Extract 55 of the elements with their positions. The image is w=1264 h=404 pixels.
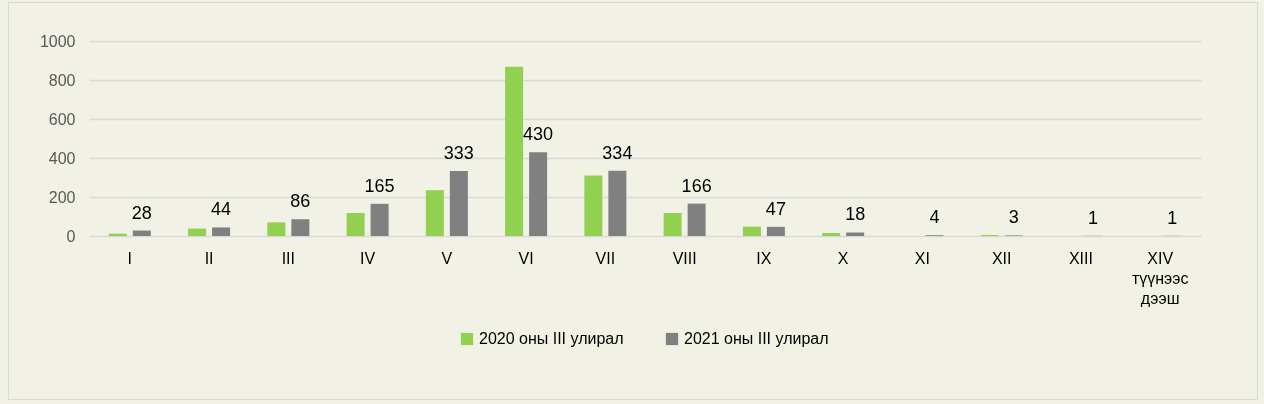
bar	[766, 226, 785, 236]
data-label: 1	[1167, 207, 1178, 228]
bar	[742, 226, 761, 236]
legend-label: 2020 оны III улирал	[479, 330, 624, 347]
bar	[505, 66, 524, 236]
x-tick-label: XIII	[1068, 249, 1093, 267]
x-tick-label: VII	[595, 249, 616, 267]
data-label: 86	[290, 191, 311, 212]
x-tick-label: XIV түүнээс дээш	[1131, 249, 1189, 307]
data-label: 430	[523, 124, 554, 145]
data-label: 44	[211, 199, 232, 220]
bar	[346, 212, 365, 236]
bar	[449, 171, 468, 236]
bar	[687, 203, 706, 236]
data-label: 334	[602, 142, 633, 163]
bar	[822, 233, 841, 236]
x-tick-label: IV	[360, 249, 376, 267]
y-tick-label: 800	[48, 71, 76, 89]
x-tick-label: III	[281, 249, 296, 267]
y-tick-label: 400	[48, 149, 76, 167]
x-tick-label: XII	[991, 249, 1012, 267]
bar	[663, 212, 682, 236]
y-tick-label: 0	[66, 227, 76, 245]
data-label: 166	[681, 175, 712, 196]
data-label: 333	[443, 143, 474, 164]
data-label: 47	[765, 198, 786, 219]
y-tick-label: 600	[48, 110, 76, 128]
x-tick-label: XI	[914, 249, 930, 267]
bar	[370, 203, 389, 236]
data-label: 1	[1087, 207, 1098, 228]
x-tick-label: X	[837, 249, 849, 267]
x-tick-label: V	[441, 249, 453, 267]
bar	[267, 222, 286, 236]
bar	[212, 227, 231, 236]
x-tick-label: I	[127, 249, 133, 267]
bar	[529, 152, 548, 236]
y-tick-label: 200	[48, 188, 76, 206]
bar	[608, 170, 627, 236]
bar	[846, 232, 865, 236]
data-label: 3	[1008, 207, 1019, 228]
data-label: 4	[929, 207, 940, 228]
x-tick-label: VI	[518, 249, 534, 267]
data-label: 28	[131, 202, 152, 223]
legend-label: 2021 оны III улирал	[684, 330, 829, 347]
x-tick-label: VIII	[672, 249, 697, 267]
bar	[132, 230, 151, 236]
y-tick-label: 1000	[39, 32, 76, 50]
bar	[291, 219, 310, 236]
data-label: 165	[364, 175, 395, 196]
data-label: 18	[845, 204, 866, 225]
bar	[188, 228, 207, 236]
bar	[584, 175, 603, 236]
x-tick-label: II	[204, 249, 214, 267]
x-tick-label: IX	[756, 249, 772, 267]
bar	[425, 190, 444, 236]
